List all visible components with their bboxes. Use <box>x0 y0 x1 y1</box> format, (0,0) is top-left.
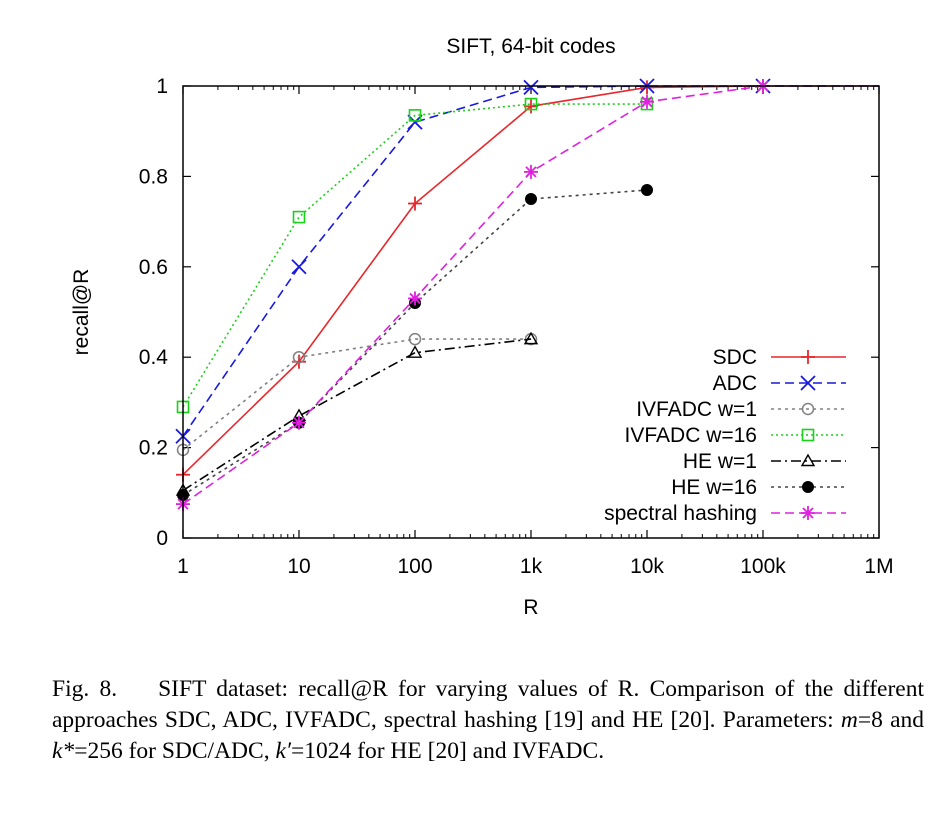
y-tick-label: 1 <box>156 75 168 98</box>
series-layer <box>175 78 879 512</box>
data-point <box>292 210 306 224</box>
legend-label: SDC <box>713 346 757 369</box>
data-point <box>802 481 814 493</box>
series-line <box>182 85 764 505</box>
data-point <box>801 428 815 442</box>
legend-label: ADC <box>713 372 757 395</box>
caption-text-2: =8 and <box>857 707 924 733</box>
y-tick-label: 0.6 <box>139 256 168 279</box>
series-line <box>182 338 531 451</box>
data-point <box>407 114 423 130</box>
x-axis-label: R <box>523 596 538 619</box>
data-point <box>524 164 538 179</box>
chart-title: SIFT, 64-bit codes <box>446 35 615 58</box>
y-tick-label: 0 <box>156 527 168 550</box>
legend-item: spectral hashing <box>604 502 846 525</box>
data-point <box>292 415 306 430</box>
series-ivfadc-w-16 <box>176 97 654 414</box>
data-point <box>407 345 423 358</box>
series-line <box>182 338 532 492</box>
figure-caption: Fig. 8. SIFT dataset: recall@R for varyi… <box>52 674 924 767</box>
legend-item: HE w=1 <box>683 450 846 473</box>
data-point <box>291 259 307 275</box>
data-point <box>800 375 816 391</box>
data-point <box>801 506 815 520</box>
data-point <box>525 193 537 205</box>
data-point <box>524 99 538 114</box>
y-tick-label: 0.4 <box>139 346 169 369</box>
legend-label: spectral hashing <box>604 502 757 525</box>
series-line <box>182 189 648 496</box>
x-tick-label: 100 <box>397 555 432 578</box>
data-point <box>408 291 422 306</box>
data-point <box>641 183 653 196</box>
legend-label: HE w=1 <box>683 450 757 473</box>
caption-text-4: =1024 for HE [20] and IVFADC. <box>291 738 605 764</box>
data-point <box>524 97 538 111</box>
legend: SDC ADC IVFADC w=1 IVFADC w=16 HE w=1 HE w=16… <box>604 346 846 525</box>
series-line <box>182 103 647 408</box>
data-point <box>292 350 306 364</box>
data-point <box>800 453 816 467</box>
data-point <box>801 350 815 364</box>
data-point <box>523 331 539 345</box>
x-tick-label: 1 <box>177 555 189 578</box>
caption-var-m: m <box>840 707 858 733</box>
series-he-w-16 <box>177 183 653 502</box>
legend-label: IVFADC w=1 <box>636 398 757 421</box>
data-point <box>640 94 654 109</box>
caption-var-kstar: k* <box>52 738 75 764</box>
x-tick-label: 10 <box>287 555 310 578</box>
plot-frame <box>182 85 880 539</box>
legend-item: ADC <box>713 372 846 395</box>
legend-label: HE w=16 <box>671 476 757 499</box>
axis-ticks: 1 10 100 1k 10k 100k 1M 0 0.2 0.4 0.6 0.8 1 <box>139 75 894 578</box>
data-point <box>408 109 422 122</box>
series-ivfadc-w-1 <box>176 332 538 457</box>
y-tick-label: 0.2 <box>139 437 168 460</box>
x-tick-label: 100k <box>740 555 786 578</box>
y-tick-label: 0.8 <box>139 165 168 188</box>
recall-chart: SIFT, 64-bit codes recall@R R 1 10 100 1k 10… <box>70 35 894 619</box>
data-point <box>801 402 815 416</box>
data-point <box>408 332 422 346</box>
caption-text-3: =256 for SDC/ADC, <box>74 738 276 764</box>
series-adc <box>175 78 879 444</box>
x-tick-label: 1M <box>864 555 893 578</box>
legend-label: IVFADC w=16 <box>625 424 757 447</box>
data-point <box>523 79 539 95</box>
x-tick-label: 1k <box>520 555 543 578</box>
series-sdc <box>176 79 879 482</box>
legend-item: IVFADC w=1 <box>636 398 846 421</box>
caption-label: Fig. 8. <box>52 676 118 702</box>
series-spectral-hashing <box>176 79 770 512</box>
legend-item: SDC <box>713 346 846 369</box>
data-point <box>408 196 422 211</box>
x-tick-label: 10k <box>630 555 664 578</box>
data-point <box>640 80 654 95</box>
caption-text-1: SIFT dataset: recall@R for varying value… <box>52 676 924 733</box>
legend-item: HE w=16 <box>671 476 846 499</box>
series-line <box>182 85 879 476</box>
y-axis-label: recall@R <box>70 269 93 356</box>
caption-var-kprime: k′ <box>275 738 292 764</box>
legend-item: IVFADC w=16 <box>625 424 846 447</box>
